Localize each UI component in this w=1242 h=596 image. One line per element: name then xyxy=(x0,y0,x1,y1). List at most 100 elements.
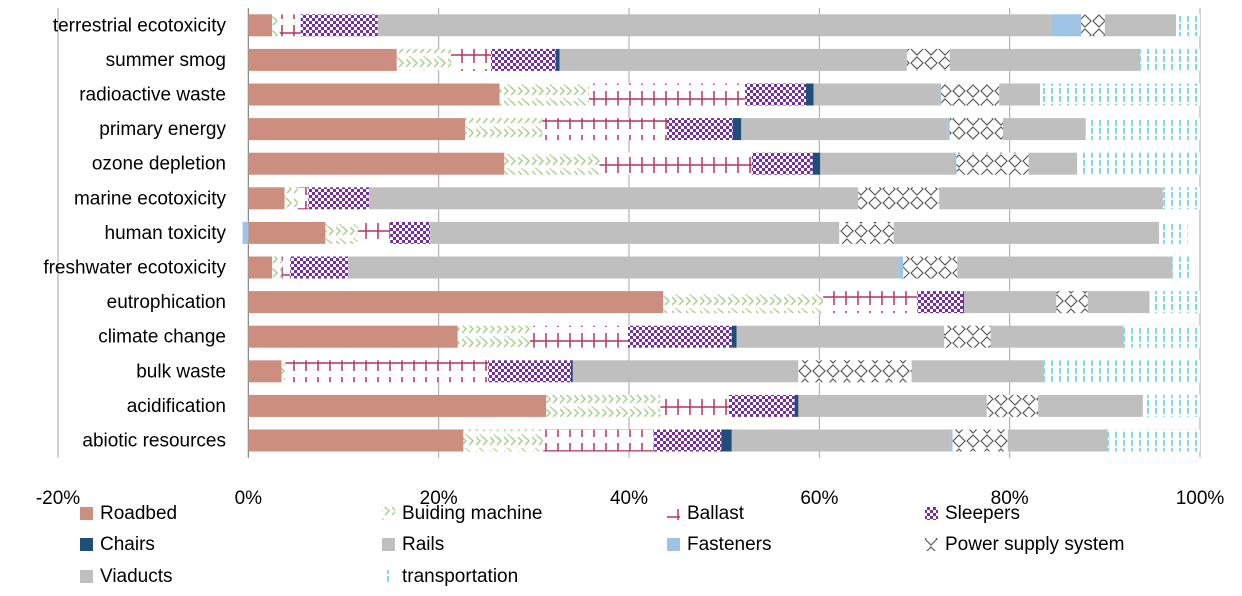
category-label-marine-ecotoxicity: marine ecotoxicity xyxy=(74,188,227,209)
bar-primary-energy-fasteners xyxy=(947,118,950,141)
bar-radioactive-waste-sleepers xyxy=(745,83,807,106)
bar-eutrophication-rails xyxy=(963,291,1057,314)
bar-freshwater-ecotoxicity-buiding-machine xyxy=(272,256,282,279)
bar-negative-human-toxicity-fasteners xyxy=(242,221,249,244)
bar-primary-energy-buiding-machine xyxy=(465,118,543,141)
legend-swatch-ballast xyxy=(667,507,680,520)
bar-terrestrial-ecotoxicity-sleepers xyxy=(300,14,378,37)
bar-freshwater-ecotoxicity-rails xyxy=(348,256,899,279)
bar-acidification-ballast xyxy=(660,394,729,417)
legend-swatch-chairs xyxy=(80,538,93,551)
category-label-eutrophication: eutrophication xyxy=(107,292,226,313)
bar-climate-change-power-supply-system xyxy=(944,325,991,348)
bar-acidification-transportation xyxy=(1142,394,1200,417)
bar-marine-ecotoxicity-transportation xyxy=(1162,187,1200,210)
legend-swatch-buiding-machine xyxy=(382,507,395,520)
bar-terrestrial-ecotoxicity-ballast xyxy=(279,14,301,37)
bar-climate-change-ballast xyxy=(530,325,629,348)
bar-terrestrial-ecotoxicity-roadbed xyxy=(248,14,273,37)
bar-climate-change-transportation xyxy=(1123,325,1200,348)
bar-freshwater-ecotoxicity-power-supply-system xyxy=(903,256,958,279)
category-label-primary-energy: primary energy xyxy=(99,119,226,140)
bar-freshwater-ecotoxicity-fasteners xyxy=(898,256,904,279)
bar-acidification-chairs xyxy=(794,394,799,417)
bar-summer-smog-roadbed xyxy=(248,48,397,71)
bar-eutrophication-buiding-machine xyxy=(663,291,824,314)
category-label-climate-change: climate change xyxy=(98,327,226,348)
x-tick-label-20: 20% xyxy=(420,488,458,509)
bar-acidification-sleepers xyxy=(728,394,795,417)
x-axis-ticks: -20% 0% 20% 40% 60% 80% 100% xyxy=(36,488,1225,509)
bar-primary-energy-sleepers xyxy=(667,118,733,141)
legend-label-sleepers: Sleepers xyxy=(945,503,1020,524)
bar-eutrophication-chairs xyxy=(963,291,964,314)
bar-terrestrial-ecotoxicity-rails xyxy=(377,14,1052,37)
bar-abiotic-resources-rails xyxy=(731,429,951,452)
bar-marine-ecotoxicity-buiding-machine xyxy=(284,187,298,210)
legend-label-fasteners: Fasteners xyxy=(687,534,771,555)
bar-radioactive-waste-ballast xyxy=(589,83,746,106)
bar-ozone-depletion-ballast xyxy=(599,152,752,175)
bar-bulk-waste-rails xyxy=(572,360,799,383)
bar-acidification-roadbed xyxy=(248,394,547,417)
bar-abiotic-resources-fasteners xyxy=(950,429,953,452)
legend-label-rails: Rails xyxy=(402,534,444,555)
legend-swatch-sleepers xyxy=(925,507,938,520)
bar-eutrophication-roadbed xyxy=(248,291,664,314)
bar-human-toxicity-transportation xyxy=(1159,221,1188,244)
bar-radioactive-waste-buiding-machine xyxy=(499,83,590,106)
bar-climate-change-chairs xyxy=(731,325,737,348)
bar-marine-ecotoxicity-rails xyxy=(369,187,859,210)
bar-human-toxicity-power-supply-system xyxy=(839,221,894,244)
bar-human-toxicity-buiding-machine xyxy=(325,221,358,244)
bar-bulk-waste-viaducts xyxy=(911,360,1044,383)
bar-human-toxicity-viaducts xyxy=(893,221,1160,244)
bar-climate-change-sleepers xyxy=(628,325,732,348)
bar-ozone-depletion-viaducts xyxy=(1028,152,1078,175)
legend-swatch-viaducts xyxy=(80,570,93,583)
bar-radioactive-waste-viaducts xyxy=(999,83,1041,106)
bar-eutrophication-viaducts xyxy=(1087,291,1150,314)
bar-summer-smog-transportation xyxy=(1140,48,1200,71)
bar-climate-change-roadbed xyxy=(248,325,458,348)
bar-human-toxicity-roadbed xyxy=(248,221,326,244)
bar-radioactive-waste-power-supply-system xyxy=(941,83,1000,106)
x-tick-label-0: 0% xyxy=(235,488,263,509)
legend-label-power-supply-system: Power supply system xyxy=(945,534,1125,555)
bar-marine-ecotoxicity-sleepers xyxy=(308,187,370,210)
bar-marine-ecotoxicity-roadbed xyxy=(248,187,285,210)
bar-ozone-depletion-rails xyxy=(820,152,955,175)
bar-summer-smog-sleepers xyxy=(491,48,556,71)
legend-label-ballast: Ballast xyxy=(687,503,745,524)
legend-label-viaducts: Viaducts xyxy=(100,566,173,587)
bar-acidification-rails xyxy=(798,394,987,417)
bar-marine-ecotoxicity-viaducts xyxy=(939,187,1163,210)
bar-marine-ecotoxicity-ballast xyxy=(297,187,309,210)
category-label-radioactive-waste: radioactive waste xyxy=(79,85,226,106)
legend-swatch-roadbed xyxy=(80,507,93,520)
x-tick-label-40: 40% xyxy=(610,488,648,509)
bar-acidification-power-supply-system xyxy=(986,394,1039,417)
bar-ozone-depletion-power-supply-system xyxy=(956,152,1029,175)
bar-abiotic-resources-viaducts xyxy=(1007,429,1108,452)
bar-bulk-waste-transportation xyxy=(1043,360,1200,383)
bar-eutrophication-ballast xyxy=(823,291,918,314)
bar-freshwater-ecotoxicity-roadbed xyxy=(248,256,273,279)
category-label-acidification: acidification xyxy=(127,396,226,417)
bar-abiotic-resources-sleepers xyxy=(653,429,722,452)
bar-freshwater-ecotoxicity-transportation xyxy=(1172,256,1196,279)
bar-radioactive-waste-roadbed xyxy=(248,83,500,106)
bar-primary-energy-rails xyxy=(741,118,948,141)
bar-bulk-waste-ballast xyxy=(285,360,489,383)
bar-primary-energy-transportation xyxy=(1085,118,1200,141)
bar-terrestrial-ecotoxicity-buiding-machine xyxy=(272,14,280,37)
bar-human-toxicity-ballast xyxy=(357,221,391,244)
category-labels: terrestrial ecotoxicity summer smog radioa… xyxy=(43,15,226,451)
bar-climate-change-viaducts xyxy=(990,325,1124,348)
bar-eutrophication-transportation xyxy=(1149,291,1200,314)
bar-terrestrial-ecotoxicity-fasteners xyxy=(1051,14,1082,37)
bar-summer-smog-ballast xyxy=(451,48,492,71)
bar-radioactive-waste-fasteners xyxy=(939,83,942,106)
bar-primary-energy-viaducts xyxy=(1003,118,1086,141)
bar-abiotic-resources-transportation xyxy=(1107,429,1200,452)
